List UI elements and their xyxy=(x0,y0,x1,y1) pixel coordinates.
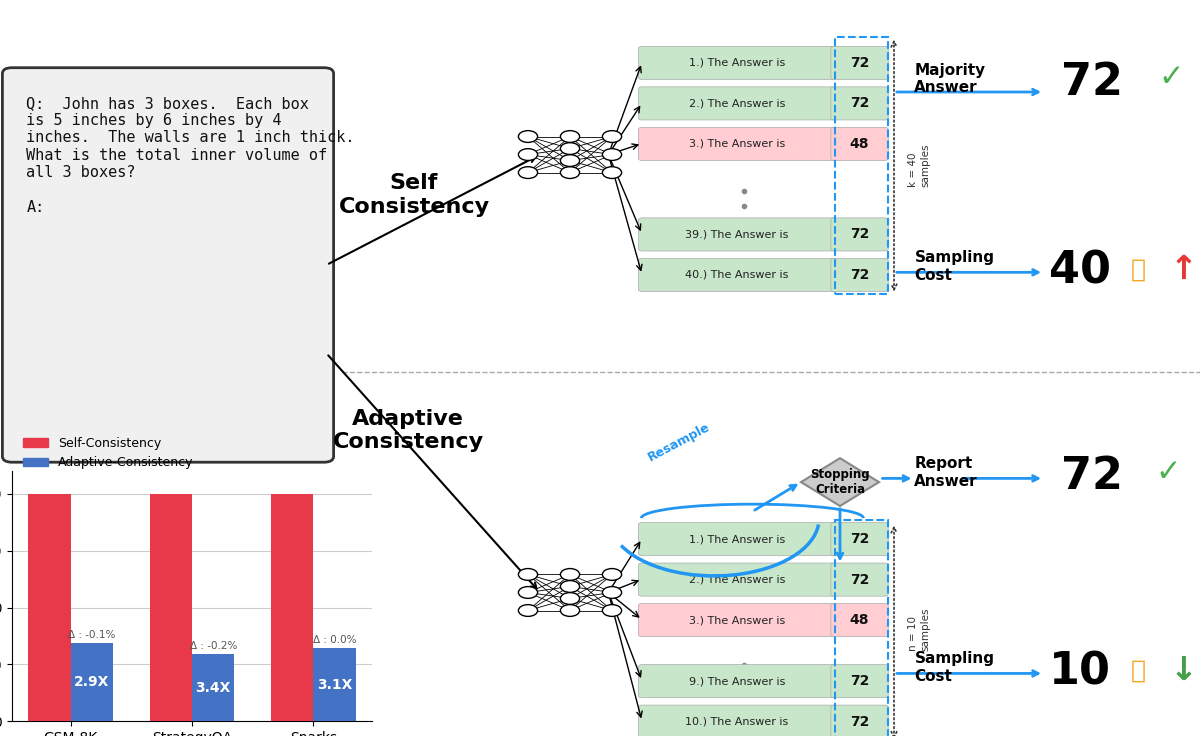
Circle shape xyxy=(560,166,580,179)
Text: 72: 72 xyxy=(850,96,869,110)
Text: Sampling
Cost: Sampling Cost xyxy=(914,250,995,283)
FancyBboxPatch shape xyxy=(830,523,888,556)
Circle shape xyxy=(602,605,622,617)
FancyBboxPatch shape xyxy=(830,665,888,698)
FancyBboxPatch shape xyxy=(830,604,888,637)
FancyBboxPatch shape xyxy=(830,46,888,79)
Text: 1.) The Answer is: 1.) The Answer is xyxy=(689,534,785,544)
Text: 72: 72 xyxy=(850,532,869,546)
Text: Self
Consistency: Self Consistency xyxy=(338,174,490,216)
Text: 48: 48 xyxy=(850,613,869,627)
Circle shape xyxy=(518,568,538,580)
FancyBboxPatch shape xyxy=(638,258,835,291)
FancyBboxPatch shape xyxy=(830,127,888,160)
FancyBboxPatch shape xyxy=(830,87,888,120)
FancyBboxPatch shape xyxy=(638,705,835,736)
Legend: Self-Consistency, Adaptive-Consistency: Self-Consistency, Adaptive-Consistency xyxy=(18,432,199,475)
FancyBboxPatch shape xyxy=(638,127,835,160)
Text: 2.) The Answer is: 2.) The Answer is xyxy=(689,99,785,108)
Text: 72: 72 xyxy=(850,268,869,282)
Circle shape xyxy=(518,166,538,179)
Text: ⌛: ⌛ xyxy=(1130,258,1145,281)
FancyBboxPatch shape xyxy=(638,665,835,698)
Circle shape xyxy=(560,155,580,166)
Text: Sampling
Cost: Sampling Cost xyxy=(914,651,995,684)
Text: ↓: ↓ xyxy=(1170,654,1198,687)
Text: 72: 72 xyxy=(850,674,869,688)
Text: Report
Answer: Report Answer xyxy=(914,456,978,489)
Text: 72: 72 xyxy=(1061,455,1123,498)
Text: 72: 72 xyxy=(850,573,869,587)
Circle shape xyxy=(602,131,622,143)
Text: Stopping
Criteria: Stopping Criteria xyxy=(810,468,870,496)
Circle shape xyxy=(518,131,538,143)
Circle shape xyxy=(560,605,580,617)
Text: Q:  John has 3 boxes.  Each box
is 5 inches by 6 inches by 4
inches.  The walls : Q: John has 3 boxes. Each box is 5 inche… xyxy=(26,96,355,215)
Circle shape xyxy=(602,149,622,160)
Text: 72: 72 xyxy=(1061,61,1123,104)
Circle shape xyxy=(518,587,538,598)
FancyBboxPatch shape xyxy=(638,87,835,120)
Text: 72: 72 xyxy=(850,715,869,729)
Text: 72: 72 xyxy=(850,56,869,70)
Bar xyxy=(271,494,313,721)
Text: Resample: Resample xyxy=(646,420,712,464)
Text: 40.) The Answer is: 40.) The Answer is xyxy=(685,270,788,280)
Circle shape xyxy=(560,131,580,143)
Circle shape xyxy=(602,587,622,598)
Circle shape xyxy=(518,149,538,160)
Bar xyxy=(835,520,888,736)
Text: 10: 10 xyxy=(1049,651,1111,693)
Text: ✓: ✓ xyxy=(1158,63,1183,92)
Text: 3.) The Answer is: 3.) The Answer is xyxy=(689,139,785,149)
Text: 2.9X: 2.9X xyxy=(74,675,109,689)
Text: 3.4X: 3.4X xyxy=(196,681,230,695)
Text: 40: 40 xyxy=(1049,250,1111,292)
FancyBboxPatch shape xyxy=(638,604,835,637)
Text: 39.) The Answer is: 39.) The Answer is xyxy=(685,230,788,239)
FancyBboxPatch shape xyxy=(638,218,835,251)
FancyBboxPatch shape xyxy=(638,563,835,596)
Text: 1.) The Answer is: 1.) The Answer is xyxy=(689,58,785,68)
Text: 10.) The Answer is: 10.) The Answer is xyxy=(685,717,788,726)
Text: Δ : -0.1%: Δ : -0.1% xyxy=(68,630,115,640)
Circle shape xyxy=(602,166,622,179)
Circle shape xyxy=(560,581,580,592)
Text: 72: 72 xyxy=(850,227,869,241)
Text: k = 40
samples: k = 40 samples xyxy=(908,144,930,188)
FancyBboxPatch shape xyxy=(830,705,888,736)
Text: Majority
Answer: Majority Answer xyxy=(914,63,985,95)
Text: Adaptive
Consistency: Adaptive Consistency xyxy=(332,409,484,452)
Text: n = 10
samples: n = 10 samples xyxy=(908,607,930,651)
Bar xyxy=(192,654,234,721)
Circle shape xyxy=(518,605,538,617)
Text: 9.) The Answer is: 9.) The Answer is xyxy=(689,676,785,686)
Circle shape xyxy=(560,143,580,155)
Text: ↑: ↑ xyxy=(1170,253,1198,286)
Text: 3.) The Answer is: 3.) The Answer is xyxy=(689,615,785,625)
FancyBboxPatch shape xyxy=(830,258,888,291)
Text: 48: 48 xyxy=(850,137,869,151)
FancyBboxPatch shape xyxy=(638,46,835,79)
Text: Δ : 0.0%: Δ : 0.0% xyxy=(313,635,356,645)
Text: ✓: ✓ xyxy=(1156,458,1181,487)
Bar xyxy=(313,648,355,721)
Text: ⌛: ⌛ xyxy=(1130,659,1145,682)
Bar xyxy=(29,494,71,721)
FancyBboxPatch shape xyxy=(830,563,888,596)
Text: 3.1X: 3.1X xyxy=(317,678,352,692)
Bar xyxy=(835,37,888,294)
FancyBboxPatch shape xyxy=(830,218,888,251)
FancyBboxPatch shape xyxy=(2,68,334,462)
Polygon shape xyxy=(802,458,878,506)
Text: 2.) The Answer is: 2.) The Answer is xyxy=(689,575,785,584)
Circle shape xyxy=(602,568,622,580)
Bar xyxy=(150,494,192,721)
Circle shape xyxy=(560,592,580,604)
Bar xyxy=(71,643,113,721)
Circle shape xyxy=(560,568,580,580)
Text: Δ : -0.2%: Δ : -0.2% xyxy=(190,641,236,651)
FancyBboxPatch shape xyxy=(638,523,835,556)
